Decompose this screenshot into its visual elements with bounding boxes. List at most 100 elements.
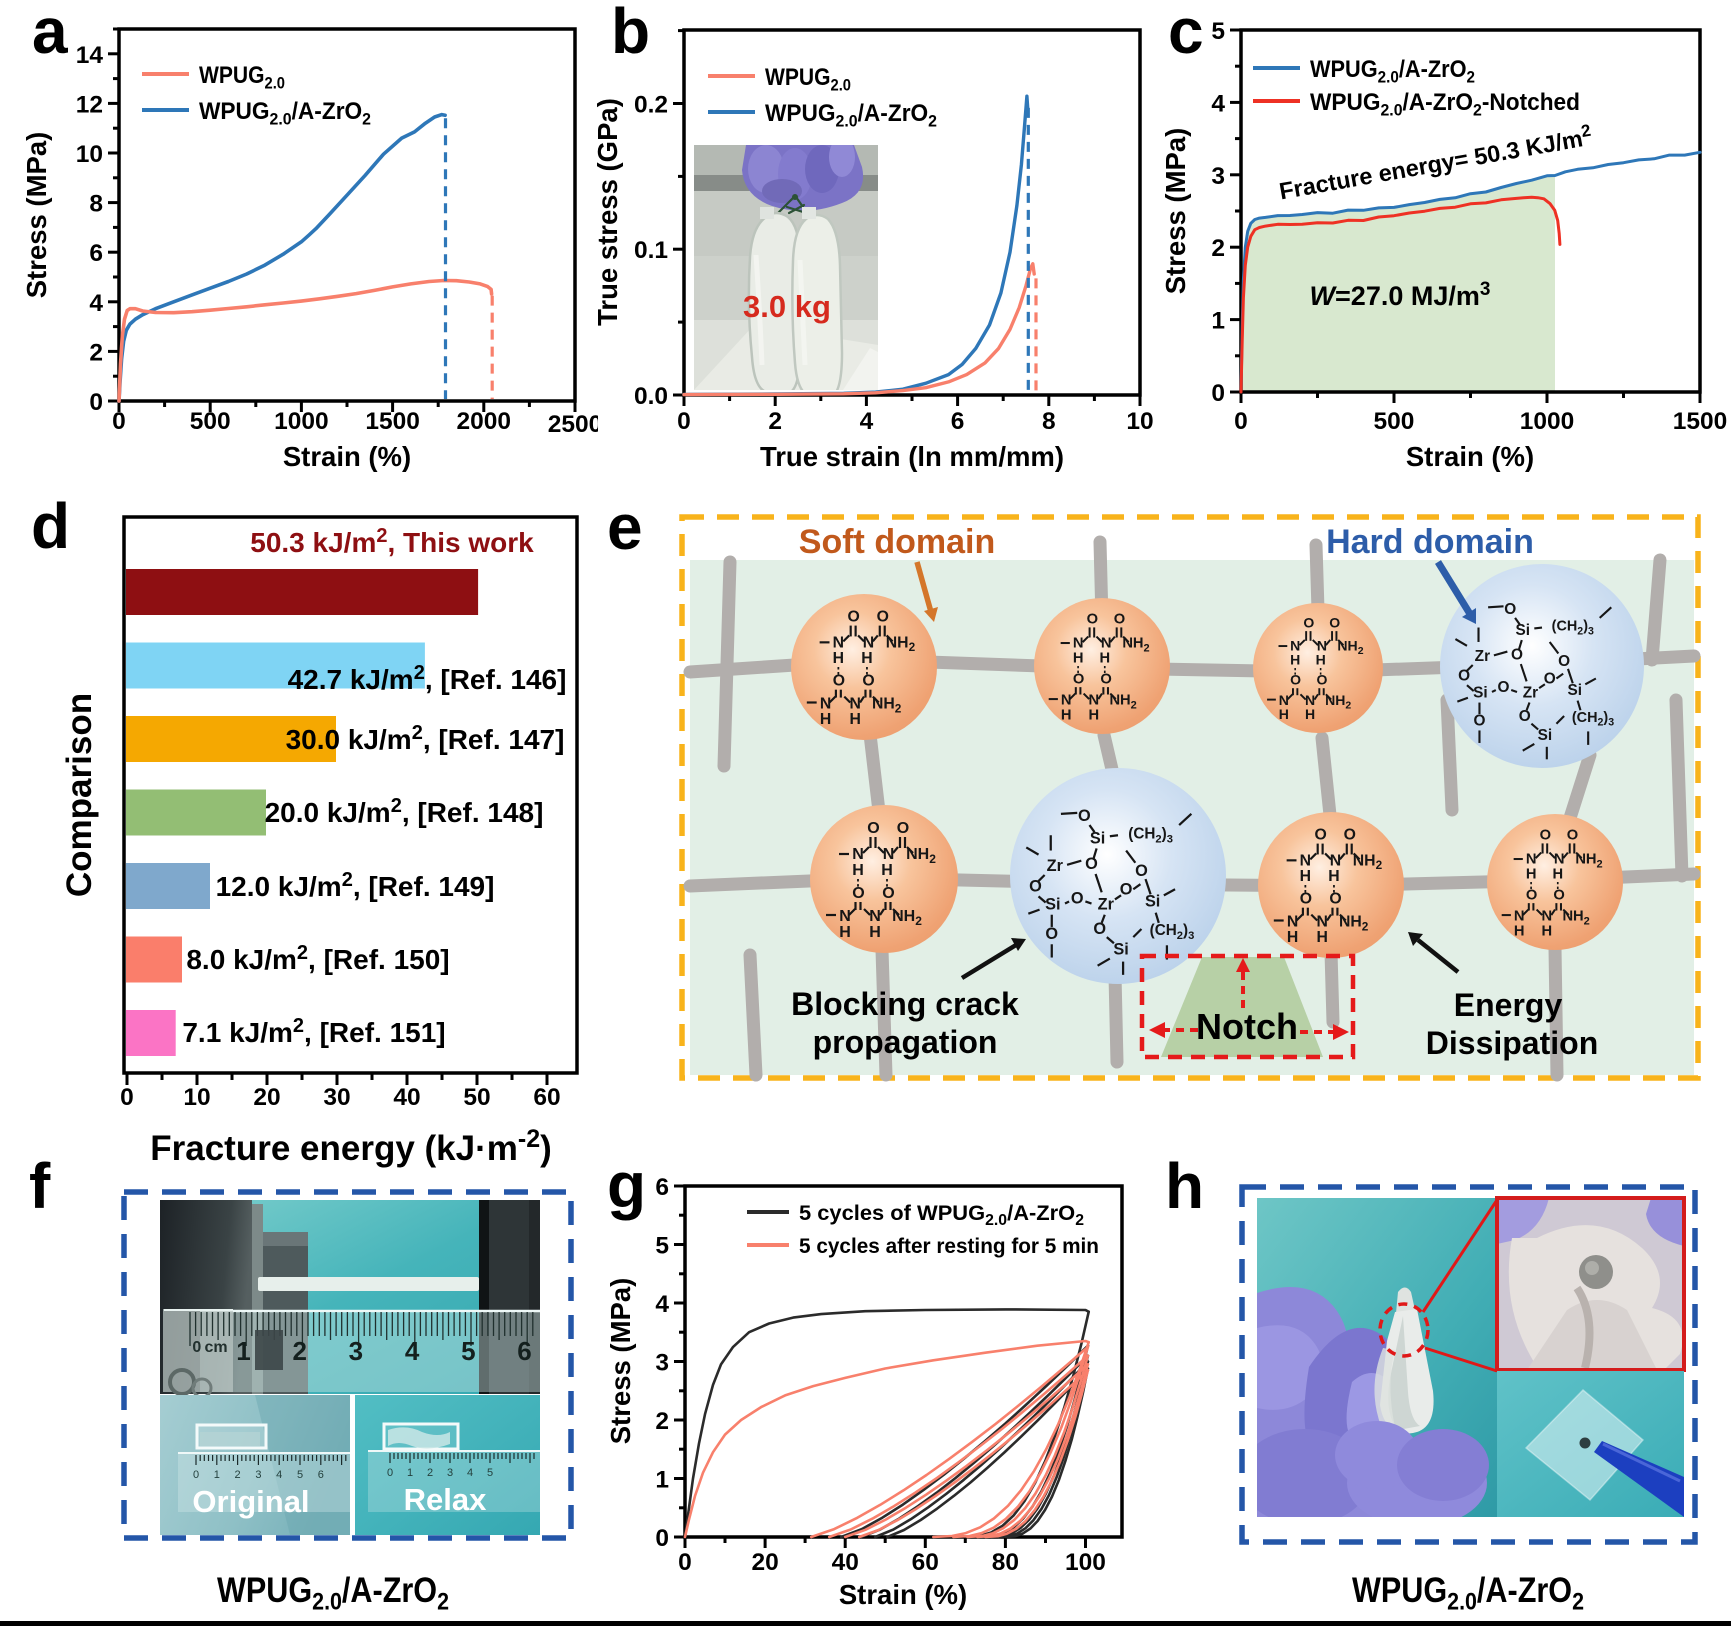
svg-text:O: O [852, 885, 864, 902]
svg-text:NH2: NH2 [872, 695, 902, 715]
svg-text:1000: 1000 [274, 408, 329, 435]
svg-text:H: H [1316, 929, 1327, 946]
svg-text:N: N [833, 634, 844, 651]
svg-text:O: O [1316, 672, 1327, 688]
svg-text:O: O [1544, 670, 1556, 687]
svg-text:O: O [833, 673, 845, 690]
svg-text:40: 40 [393, 1084, 420, 1111]
svg-text:Hard domain: Hard domain [1326, 523, 1534, 561]
svg-text:H: H [1514, 923, 1525, 939]
svg-text:O: O [1526, 887, 1537, 903]
svg-text:7.1 kJ/m2, [Ref. 151]: 7.1 kJ/m2, [Ref. 151] [182, 1015, 445, 1048]
svg-text:O: O [1344, 827, 1356, 844]
svg-text:20.0 kJ/m2, [Ref. 148]: 20.0 kJ/m2, [Ref. 148] [265, 795, 544, 828]
svg-text:4: 4 [467, 1467, 473, 1479]
svg-text:f: f [29, 1150, 51, 1222]
svg-text:H: H [1061, 707, 1072, 723]
svg-text:0: 0 [1211, 380, 1225, 407]
svg-text:O: O [848, 609, 860, 626]
svg-text:H: H [1073, 650, 1084, 666]
svg-text:Si: Si [1045, 896, 1060, 914]
svg-text:O: O [1567, 828, 1578, 844]
svg-text:N: N [1290, 637, 1300, 653]
svg-text:O: O [1473, 713, 1485, 730]
svg-text:0 cm: 0 cm [192, 1339, 227, 1356]
svg-text:h: h [1165, 1150, 1204, 1222]
svg-text:WPUG2.0/A-ZrO2: WPUG2.0/A-ZrO2 [199, 98, 371, 128]
svg-text:3: 3 [349, 1336, 363, 1366]
svg-text:5 cycles of WPUG2.0/A-ZrO2: 5 cycles of WPUG 2.0/A-ZrO2 [799, 1201, 1084, 1229]
svg-text:N: N [1316, 913, 1327, 930]
svg-text:O: O [1504, 601, 1516, 618]
svg-text:WPUG2.0: WPUG2.0 [765, 64, 851, 94]
svg-text:N: N [863, 634, 874, 651]
svg-text:1: 1 [655, 1467, 669, 1494]
svg-text:30: 30 [323, 1084, 350, 1111]
svg-text:WPUG2.0/A-ZrO2-Notched: WPUG2.0/A-ZrO2-Notched [1310, 89, 1580, 119]
svg-text:2: 2 [292, 1336, 306, 1366]
svg-text:5: 5 [1211, 18, 1225, 45]
svg-text:0: 0 [1234, 408, 1248, 435]
svg-text:5: 5 [297, 1469, 303, 1481]
svg-text:WPUG2.0: WPUG2.0 [199, 62, 285, 92]
svg-text:5 cycles after resting for 5 m: 5 cycles after resting for 5 min [799, 1234, 1099, 1258]
svg-text:0: 0 [655, 1525, 669, 1552]
svg-text:2: 2 [427, 1467, 433, 1479]
svg-text:0: 0 [120, 1084, 134, 1111]
svg-text:1500: 1500 [365, 408, 420, 435]
svg-text:NH2: NH2 [1337, 637, 1363, 657]
svg-text:H: H [1099, 650, 1110, 666]
svg-text:N: N [1287, 913, 1298, 930]
svg-text:60: 60 [912, 1549, 939, 1576]
svg-text:Si: Si [1473, 685, 1488, 702]
svg-text:0.0: 0.0 [634, 383, 668, 410]
svg-text:Si: Si [1538, 727, 1553, 744]
svg-text:4: 4 [860, 408, 874, 435]
svg-text:NH2: NH2 [1562, 909, 1589, 928]
svg-text:4: 4 [655, 1291, 669, 1318]
svg-text:H: H [1088, 707, 1099, 723]
svg-text:NH2: NH2 [1109, 693, 1136, 712]
svg-text:c: c [1168, 0, 1204, 67]
svg-text:NH2: NH2 [906, 846, 936, 866]
svg-text:(CH2)3: (CH2)3 [1128, 825, 1173, 845]
svg-text:10: 10 [76, 141, 103, 168]
svg-text:Blocking crack: Blocking crack [791, 986, 1019, 1022]
svg-text:0: 0 [89, 389, 103, 416]
svg-text:5: 5 [655, 1233, 669, 1260]
svg-text:2: 2 [235, 1469, 241, 1481]
svg-text:O: O [1120, 880, 1133, 898]
svg-text:O: O [1290, 672, 1301, 688]
svg-text:O: O [1511, 646, 1523, 663]
svg-text:d: d [31, 490, 70, 562]
svg-text:1: 1 [214, 1469, 220, 1481]
svg-text:Zr: Zr [1475, 648, 1490, 665]
svg-text:NH2: NH2 [1122, 636, 1149, 655]
svg-text:2500: 2500 [548, 411, 603, 438]
svg-text:Si: Si [1567, 682, 1582, 699]
svg-text:a: a [32, 0, 68, 67]
svg-text:3: 3 [655, 1350, 669, 1377]
svg-text:NH2: NH2 [1339, 913, 1369, 933]
svg-text:True strain (ln mm/mm): True strain (ln mm/mm) [760, 441, 1064, 472]
svg-text:Si: Si [1515, 622, 1530, 639]
svg-text:O: O [1071, 890, 1084, 908]
svg-text:(CH2)3: (CH2)3 [1572, 710, 1614, 729]
svg-text:NH2: NH2 [886, 634, 916, 654]
svg-text:H: H [1300, 868, 1311, 885]
svg-text:H: H [1541, 923, 1552, 939]
svg-text:Fracture energy (kJ·m-2): Fracture energy (kJ·m-2) [150, 1125, 552, 1168]
svg-text:10: 10 [183, 1084, 210, 1111]
svg-text:Energy: Energy [1454, 987, 1563, 1023]
svg-text:O: O [1085, 855, 1098, 873]
svg-text:O: O [1540, 828, 1551, 844]
svg-text:(CH2)3: (CH2)3 [1150, 922, 1195, 942]
svg-text:6: 6 [89, 240, 103, 267]
svg-text:H: H [1526, 866, 1537, 882]
svg-text:H: H [1552, 866, 1563, 882]
svg-text:N: N [1514, 909, 1525, 925]
svg-text:40: 40 [832, 1549, 859, 1576]
svg-text:100: 100 [1065, 1549, 1106, 1576]
svg-text:O: O [1045, 925, 1058, 943]
svg-text:8: 8 [89, 191, 103, 218]
